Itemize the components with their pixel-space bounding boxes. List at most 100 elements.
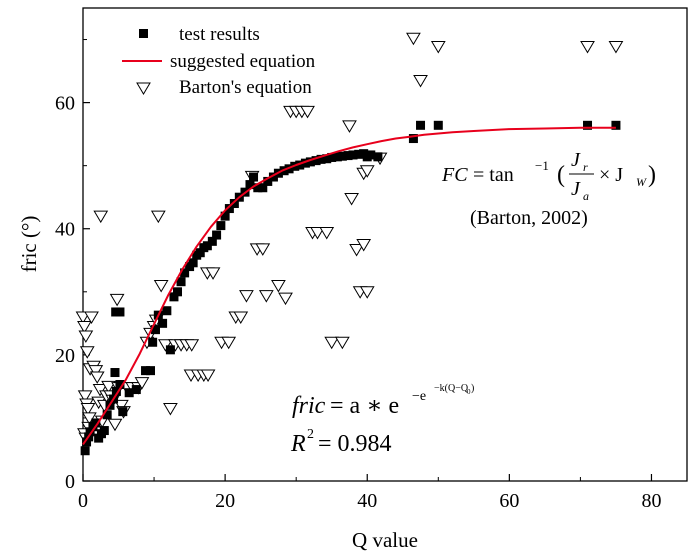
test-result-point [343,151,353,161]
test-result-point [416,120,426,130]
test-result-point [316,154,326,164]
plot-frame [82,7,688,482]
test-result-point [124,388,134,398]
barton-point [239,290,254,303]
suggested-equation-line [82,126,616,445]
barton-point [356,239,372,252]
barton-point [300,105,315,119]
barton-point [258,290,274,303]
fit-formula-exp2-sub: 0 [467,388,471,396]
barton-point [77,390,93,403]
barton-point [78,330,94,343]
test-result-point [202,241,212,251]
test-result-point [118,407,128,417]
barton-point [580,40,595,54]
barton-point [184,339,200,352]
test-result-point [433,120,443,130]
fit-formula-exp2-end: ) [471,383,474,394]
barton-formula: FC = tan −1 ( J r J a × J W ) (Barton, 2… [441,149,656,229]
barton-point [413,75,428,88]
y-tick-label: 0 [65,471,75,493]
legend-label-test-results: test results [179,24,260,45]
barton-point [79,346,95,359]
series-test-results [80,120,621,456]
barton-point [88,365,104,378]
test-result-point [249,172,259,182]
test-result-point [150,325,160,335]
test-result-point [165,345,175,355]
test-result-point [373,152,383,162]
test-result-point [102,410,112,420]
test-result-point [322,154,332,164]
test-result-point [366,150,376,160]
barton-point [359,286,375,299]
legend-marker-test-results [139,29,148,38]
test-result-point [216,221,226,231]
test-result-point [212,230,222,240]
test-result-point [253,183,263,193]
y-tick-label: 60 [55,93,75,115]
test-result-point [354,149,364,159]
barton-point [107,418,123,432]
test-result-point [583,120,593,130]
barton-point [608,40,624,54]
test-result-point [162,306,172,316]
test-result-point [115,307,125,317]
test-result-point [348,150,358,160]
barton-citation: (Barton, 2002) [470,207,588,229]
test-result-point [195,248,205,258]
barton-point [430,40,446,54]
barton-point [153,279,169,293]
barton-point [271,279,286,293]
barton-point [134,377,150,390]
barton-point [255,243,271,256]
barton-formula-den: J [571,178,581,200]
barton-point [84,311,99,325]
test-result-point [245,180,255,190]
barton-point [150,210,166,224]
test-result-point [337,151,347,161]
test-result-point [110,368,120,378]
test-result-point [158,318,168,328]
test-result-point [180,268,190,278]
barton-point [359,165,375,178]
series-barton-equation [75,32,624,446]
test-result-point [80,446,90,456]
x-axis-title: Q value [352,528,418,552]
legend-marker-barton-equation [136,82,151,95]
r-squared-value: = 0.984 [318,431,392,457]
barton-point [113,399,129,413]
r-squared-sup: 2 [307,427,314,442]
barton-point [80,402,96,416]
barton-point [310,227,325,240]
barton-point [278,292,293,306]
test-result-point [141,366,151,376]
barton-point [349,244,364,257]
legend: test results suggested equation Barton's… [122,24,316,98]
fit-formula: fric = a ∗ e −e −k(Q−Q 0 ) R 2 = 0.984 [290,383,474,457]
test-result-point [300,158,310,168]
y-axis-title: fric (°) [17,216,41,273]
barton-point [89,371,105,384]
x-tick-label: 0 [78,490,88,512]
barton-formula-close: ) [648,162,656,188]
barton-point [163,402,178,416]
barton-point [92,384,108,397]
test-result-point [173,287,183,297]
test-result-point [99,426,109,436]
fit-formula-exp2: −k(Q−Q [434,383,469,394]
barton-point [82,412,97,425]
barton-point [109,293,125,307]
barton-point [319,227,335,240]
test-result-point [131,385,141,395]
x-tick-label: 80 [641,490,661,512]
barton-formula-num: J [571,149,581,171]
barton-point [221,336,237,350]
test-result-point [611,120,621,130]
test-result-point [85,427,95,437]
test-result-point [169,292,179,302]
test-result-point [91,418,101,428]
fit-formula-rhs: = a ∗ e [330,393,399,419]
x-axis-ticks: 0 20 40 60 80 [78,474,661,512]
barton-formula-open: ( [557,162,565,188]
